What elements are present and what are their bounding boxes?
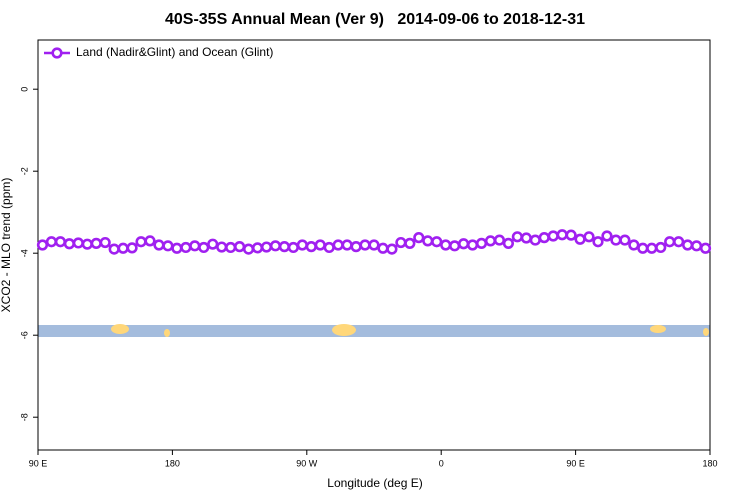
x-tick-label: 0	[439, 458, 444, 468]
data-point	[699, 242, 712, 254]
data-point	[377, 242, 389, 254]
land	[164, 329, 170, 337]
data-point	[314, 239, 326, 251]
data-point	[466, 239, 479, 251]
data-point	[673, 236, 685, 248]
data-point	[556, 229, 568, 241]
data-point	[171, 242, 183, 254]
data-point	[458, 238, 470, 250]
x-tick-label: 180	[702, 458, 717, 468]
data-point	[242, 243, 255, 255]
data-point	[484, 235, 497, 247]
data-point	[422, 235, 434, 247]
data-point	[646, 242, 658, 254]
data-point	[81, 238, 93, 250]
data-point	[72, 237, 84, 249]
data-point	[565, 229, 577, 241]
data-point	[180, 241, 192, 254]
x-tick-label: 90 E	[566, 458, 585, 468]
y-axis-label: XCO2 - MLO trend (ppm)	[0, 178, 13, 313]
land	[332, 324, 356, 336]
data-point	[664, 236, 676, 248]
data-point	[269, 240, 282, 252]
y-tick-label: -2	[19, 167, 29, 175]
data-point	[449, 240, 461, 252]
data-point	[529, 234, 541, 246]
data-point	[260, 241, 273, 253]
data-point	[493, 234, 506, 246]
data-point	[108, 243, 120, 255]
data-point	[592, 236, 604, 248]
data-point	[583, 231, 595, 243]
x-tick-label: 90 E	[29, 458, 48, 468]
data-point	[216, 241, 228, 253]
legend-marker	[51, 47, 63, 59]
data-point	[368, 239, 380, 251]
land	[650, 325, 666, 333]
data-point	[251, 242, 264, 254]
map-strip	[38, 324, 710, 337]
data-point	[153, 239, 165, 251]
data-point	[359, 239, 371, 251]
data-point	[601, 230, 613, 242]
data-point	[99, 236, 111, 249]
y-tick-label: -8	[19, 413, 29, 421]
chart-title: 40S-35S Annual Mean (Ver 9) 2014-09-06 t…	[165, 11, 585, 28]
x-tick-label: 180	[165, 458, 180, 468]
data-point	[511, 231, 523, 243]
data-point	[54, 236, 67, 248]
data-point	[386, 243, 398, 255]
data-point	[431, 236, 443, 248]
land	[703, 328, 709, 336]
data-point	[126, 242, 138, 254]
data-point	[610, 234, 622, 246]
data-point	[90, 237, 102, 249]
data-point	[144, 235, 156, 247]
y-tick-label: 0	[19, 87, 29, 92]
data-point	[637, 242, 649, 254]
data-point	[681, 239, 694, 251]
data-point	[63, 238, 75, 250]
data-point	[135, 236, 147, 248]
data-point	[207, 238, 219, 250]
data-point	[655, 241, 667, 254]
data-point	[341, 239, 353, 251]
data-point	[547, 230, 559, 242]
data-point	[628, 239, 640, 251]
x-axis-label: Longitude (deg E)	[327, 476, 422, 490]
data-point	[162, 240, 174, 252]
data-point	[278, 241, 291, 253]
data-point	[36, 239, 49, 251]
data-point	[198, 241, 210, 254]
data-point	[234, 241, 246, 253]
data-point	[117, 242, 129, 254]
y-tick-label: -4	[19, 249, 29, 257]
y-tick-label: -6	[19, 331, 29, 339]
data-point	[225, 241, 237, 254]
data-point	[287, 241, 299, 254]
data-point	[350, 241, 362, 253]
data-point	[296, 239, 308, 251]
data-point	[413, 232, 425, 244]
data-point	[323, 241, 335, 254]
data-point	[690, 240, 703, 252]
land	[111, 324, 129, 334]
data-point	[305, 241, 317, 253]
x-tick-label: 90 W	[296, 458, 318, 468]
data-point	[332, 239, 344, 251]
data-point	[395, 236, 407, 249]
data-point	[574, 233, 586, 245]
data-point	[475, 237, 488, 249]
data-point	[189, 240, 201, 252]
data-point	[619, 234, 631, 246]
data-point	[538, 232, 550, 244]
data-point	[502, 237, 515, 249]
legend-label: Land (Nadir&Glint) and Ocean (Glint)	[76, 45, 273, 59]
ocean-band	[38, 325, 710, 337]
data-point	[45, 236, 58, 248]
data-point	[520, 232, 532, 244]
data-point	[404, 237, 416, 249]
data-point	[440, 239, 452, 251]
